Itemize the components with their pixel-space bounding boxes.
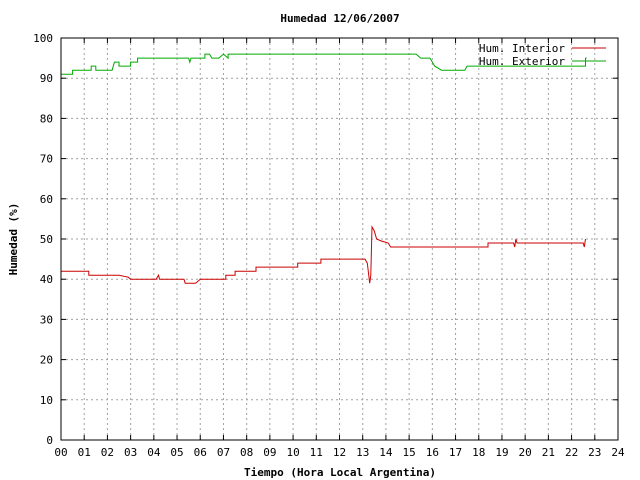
legend-label: Hum. Exterior bbox=[479, 55, 565, 68]
axis-ticks: 00 01 02 03 04 05 06 07 08 09 10 11 12 13 14 15 16 17 18 19… bbox=[33, 32, 625, 459]
plot-frame bbox=[60, 37, 619, 441]
y-tick-label: 50 bbox=[40, 233, 53, 246]
legend-label: Hum. Interior bbox=[479, 42, 565, 55]
x-tick-label: 12 bbox=[333, 446, 346, 459]
x-tick-label: 23 bbox=[588, 446, 601, 459]
y-tick-label: 30 bbox=[40, 313, 53, 326]
x-tick-label: 13 bbox=[356, 446, 369, 459]
x-tick-label: 19 bbox=[495, 446, 508, 459]
y-tick-label: 40 bbox=[40, 273, 53, 286]
series-line-interior bbox=[61, 225, 586, 284]
x-tick-label: 15 bbox=[403, 446, 416, 459]
y-tick-label: 100 bbox=[33, 32, 53, 45]
x-tick-label: 18 bbox=[472, 446, 485, 459]
series-line-exterior bbox=[61, 53, 587, 75]
x-tick-label: 02 bbox=[101, 446, 114, 459]
x-tick-label: 08 bbox=[240, 446, 253, 459]
series-lines bbox=[61, 53, 587, 284]
y-tick-label: 70 bbox=[40, 153, 53, 166]
y-tick-label: 0 bbox=[46, 434, 53, 447]
y-tick-label: 20 bbox=[40, 354, 53, 367]
grid bbox=[61, 38, 618, 440]
x-tick-label: 06 bbox=[194, 446, 207, 459]
x-tick-label: 01 bbox=[78, 446, 91, 459]
x-tick-label: 00 bbox=[54, 446, 67, 459]
y-tick-label: 90 bbox=[40, 72, 53, 85]
x-tick-label: 22 bbox=[565, 446, 578, 459]
y-tick-label: 80 bbox=[40, 112, 53, 125]
x-tick-label: 21 bbox=[542, 446, 555, 459]
x-tick-label: 09 bbox=[263, 446, 276, 459]
y-tick-label: 60 bbox=[40, 193, 53, 206]
x-tick-label: 16 bbox=[426, 446, 439, 459]
x-tick-label: 11 bbox=[310, 446, 323, 459]
x-tick-label: 14 bbox=[379, 446, 393, 459]
x-tick-label: 10 bbox=[286, 446, 299, 459]
x-tick-label: 04 bbox=[147, 446, 161, 459]
x-axis-label: Tiempo (Hora Local Argentina) bbox=[244, 466, 436, 479]
x-tick-label: 24 bbox=[611, 446, 625, 459]
chart-title: Humedad 12/06/2007 bbox=[280, 12, 399, 25]
x-tick-label: 05 bbox=[170, 446, 183, 459]
x-tick-label: 03 bbox=[124, 446, 137, 459]
x-tick-label: 20 bbox=[519, 446, 532, 459]
y-tick-label: 10 bbox=[40, 394, 53, 407]
x-tick-label: 17 bbox=[449, 446, 462, 459]
x-tick-label: 07 bbox=[217, 446, 230, 459]
y-axis-label: Humedad (%) bbox=[7, 203, 20, 276]
